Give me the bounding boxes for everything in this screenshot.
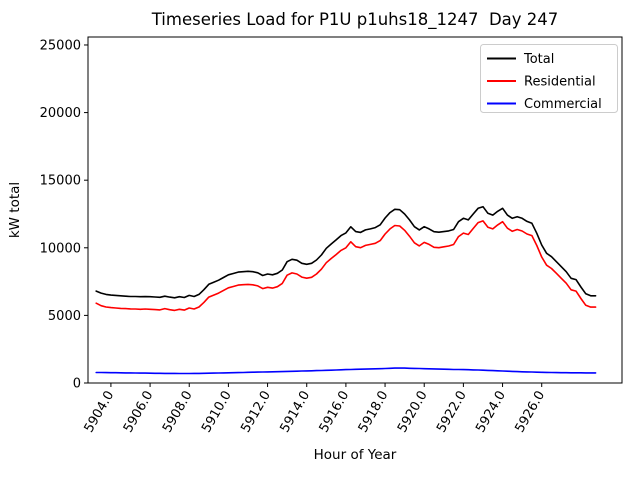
series-line-total: [95, 205, 597, 299]
y-tick-label: 15000: [40, 174, 81, 189]
legend-box: [480, 44, 618, 113]
x-axis-label: Hour of Year: [314, 447, 397, 463]
legend-label-commercial: Commercial: [524, 97, 602, 112]
series-line-residential: [95, 220, 597, 312]
series-lines: [95, 205, 597, 375]
y-tick-label: 20000: [40, 106, 81, 121]
y-tick-label: 25000: [40, 38, 81, 53]
legend-label-total: Total: [523, 52, 554, 67]
legend-label-residential: Residential: [524, 75, 596, 90]
chart-title: Timeseries Load for P1U p1uhs18_1247 Day…: [151, 10, 559, 30]
y-axis-label: kW total: [7, 182, 23, 238]
y-tick-label: 0: [73, 377, 81, 392]
y-tick-label: 10000: [40, 241, 81, 256]
legend: Total Residential Commercial: [480, 44, 618, 113]
plot-area-border: [87, 36, 623, 384]
series-line-commercial: [95, 367, 597, 375]
y-tick-label: 5000: [48, 309, 81, 324]
